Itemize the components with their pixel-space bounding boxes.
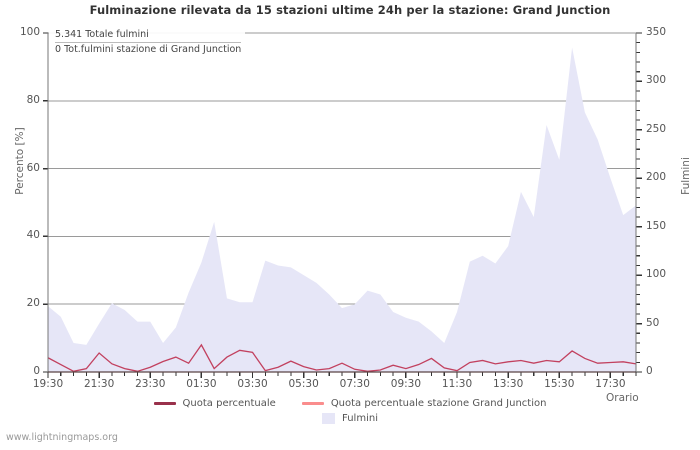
y-left-tick-100: 100 — [19, 26, 40, 38]
y-left-tick-0: 0 — [33, 365, 40, 377]
x-axis-label: Orario — [606, 392, 639, 404]
x-tick-2330: 23:30 — [135, 378, 166, 390]
legend-label-fulmini: Fulmini — [342, 413, 378, 424]
legend-row-1: Quota percentuale Quota percentuale staz… — [0, 396, 700, 411]
legend-swatch-area-fulmini — [322, 413, 336, 424]
x-tick-0730: 07:30 — [339, 378, 370, 390]
x-tick-0530: 05:30 — [288, 378, 319, 390]
x-tick-1130: 11:30 — [441, 378, 473, 390]
y-right-tick-150: 150 — [646, 219, 667, 232]
legend-item-quota-percentuale: Quota percentuale — [153, 398, 276, 409]
chart-legend: Quota percentuale Quota percentuale staz… — [0, 396, 700, 426]
legend-row-2: Fulmini — [0, 411, 700, 426]
legend-label-quota-stazione: Quota percentuale stazione Grand Junctio… — [330, 398, 547, 409]
axis-ticks — [43, 32, 642, 378]
y-right-tick-100: 100 — [646, 268, 667, 281]
x-tick-0330: 03:30 — [237, 378, 268, 390]
legend-label-quota-percentuale: Quota percentuale — [182, 398, 276, 409]
x-tick-0130: 01:30 — [186, 378, 217, 390]
x-tick-1730: 17:30 — [595, 378, 626, 390]
y-right-tick-250: 250 — [646, 122, 667, 135]
y-left-tick-60: 60 — [26, 161, 40, 174]
x-tick-1530: 15:30 — [544, 378, 575, 390]
x-tick-0930: 09:30 — [390, 378, 422, 390]
chart-title: Fulminazione rilevata da 15 stazioni ult… — [89, 3, 611, 17]
x-tick-1930: 19:30 — [32, 378, 64, 390]
legend-swatch-line-station — [301, 402, 324, 405]
y-right-tick-350: 350 — [646, 26, 667, 38]
station-lightning-text: 0 Tot.fulmini stazione di Grand Junction — [55, 44, 242, 55]
totals-annotation: 5.341 Totale fulmini 0 Tot.fulmini stazi… — [49, 26, 246, 58]
y-right-tick-50: 50 — [646, 316, 660, 329]
y-right-tick-300: 300 — [646, 74, 667, 87]
legend-item-quota-stazione: Quota percentuale stazione Grand Junctio… — [301, 398, 547, 409]
x-tick-2130: 21:30 — [83, 378, 115, 390]
series-area-fulmini — [48, 47, 636, 372]
y-right-tick-200: 200 — [646, 171, 667, 184]
footer-attribution: www.lightningmaps.org — [6, 432, 118, 443]
y-left-tick-20: 20 — [26, 297, 40, 310]
legend-swatch-line-percent — [153, 402, 176, 405]
y-left-tick-40: 40 — [26, 229, 40, 242]
total-lightning-text: 5.341 Totale fulmini — [55, 28, 242, 43]
legend-item-fulmini: Fulmini — [322, 413, 378, 424]
y-right-tick-0: 0 — [646, 365, 653, 377]
y-left-tick-80: 80 — [26, 93, 40, 106]
x-tick-1330: 13:30 — [493, 378, 524, 390]
